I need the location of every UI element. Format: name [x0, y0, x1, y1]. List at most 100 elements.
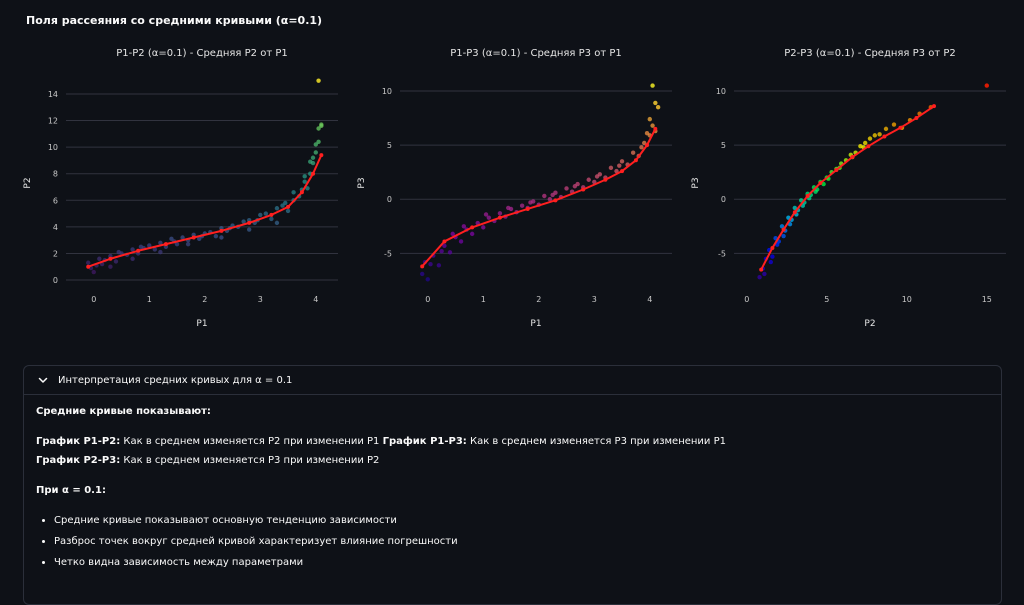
mean-point[interactable]	[882, 134, 887, 139]
scatter-point[interactable]	[450, 231, 455, 237]
scatter-point[interactable]	[241, 219, 246, 224]
scatter-point[interactable]	[528, 200, 533, 205]
scatter-point[interactable]	[757, 274, 762, 280]
mean-point[interactable]	[620, 169, 625, 174]
scatter-point[interactable]	[185, 241, 191, 247]
scatter-point[interactable]	[158, 240, 163, 246]
scatter-point[interactable]	[872, 133, 877, 138]
mean-point[interactable]	[759, 267, 764, 272]
mean-point[interactable]	[497, 215, 502, 220]
scatter-point[interactable]	[497, 211, 503, 216]
mean-point[interactable]	[286, 204, 291, 209]
mean-point[interactable]	[932, 104, 936, 109]
scatter-point[interactable]	[302, 179, 307, 184]
mean-point[interactable]	[420, 264, 425, 269]
mean-point[interactable]	[792, 210, 797, 215]
scatter-point[interactable]	[542, 193, 547, 199]
outlier-point[interactable]	[984, 83, 989, 88]
scatter-point[interactable]	[891, 122, 897, 127]
scatter-point[interactable]	[130, 256, 135, 261]
scatter-point[interactable]	[639, 145, 644, 150]
scatter-point[interactable]	[762, 271, 767, 277]
mean-point[interactable]	[299, 190, 304, 195]
scatter-point[interactable]	[130, 247, 135, 252]
scatter-point[interactable]	[308, 159, 313, 164]
scatter-point[interactable]	[319, 123, 324, 129]
scatter-point[interactable]	[630, 150, 636, 155]
mean-curve[interactable]	[421, 128, 657, 268]
mean-point[interactable]	[834, 168, 839, 173]
scatter-point[interactable]	[792, 205, 797, 211]
scatter-point[interactable]	[302, 174, 307, 179]
mean-point[interactable]	[914, 116, 919, 121]
mean-point[interactable]	[136, 248, 141, 253]
scatter-point[interactable]	[592, 179, 597, 185]
scatter-point[interactable]	[877, 132, 882, 137]
mean-point[interactable]	[247, 220, 252, 225]
mean-point[interactable]	[163, 242, 168, 247]
scatter-point[interactable]	[469, 231, 475, 237]
mean-point[interactable]	[581, 187, 586, 192]
scatter-point[interactable]	[169, 236, 174, 242]
mean-point[interactable]	[470, 225, 475, 230]
mean-point[interactable]	[633, 158, 638, 163]
scatter-point[interactable]	[147, 243, 152, 248]
scatter-point[interactable]	[813, 189, 818, 194]
scatter-point[interactable]	[263, 211, 269, 216]
scatter-point[interactable]	[246, 227, 252, 232]
mean-point[interactable]	[553, 198, 558, 203]
scatter-point[interactable]	[436, 263, 442, 268]
scatter-point[interactable]	[213, 233, 219, 239]
scatter-point[interactable]	[180, 235, 185, 240]
scatter-point[interactable]	[285, 208, 291, 214]
outlier-point[interactable]	[653, 100, 658, 106]
mean-point[interactable]	[850, 155, 855, 160]
scatter-point[interactable]	[428, 261, 433, 267]
mean-point[interactable]	[645, 143, 650, 148]
expander-header[interactable]: Интерпретация средних кривых для α = 0.1	[24, 366, 1001, 395]
mean-point[interactable]	[525, 206, 530, 211]
scatter-point[interactable]	[280, 203, 285, 208]
scatter-point[interactable]	[619, 159, 625, 164]
scatter-point[interactable]	[644, 131, 650, 136]
mean-point[interactable]	[603, 177, 608, 182]
scatter-point[interactable]	[506, 205, 511, 211]
scatter-point[interactable]	[269, 216, 274, 222]
scatter-point[interactable]	[594, 174, 600, 179]
mean-curve[interactable]	[87, 154, 323, 268]
scatter-point[interactable]	[108, 264, 113, 269]
mean-point[interactable]	[805, 193, 810, 198]
scatter-point[interactable]	[617, 163, 622, 168]
scatter-point[interactable]	[313, 150, 318, 155]
scatter-point[interactable]	[447, 250, 453, 255]
scatter-point[interactable]	[258, 212, 263, 218]
scatter-point[interactable]	[274, 220, 280, 226]
outlier-point[interactable]	[316, 78, 321, 83]
scatter-point[interactable]	[550, 192, 555, 198]
mean-point[interactable]	[108, 256, 113, 261]
scatter-point[interactable]	[564, 186, 569, 191]
scatter-point[interactable]	[219, 235, 224, 240]
scatter-point[interactable]	[425, 277, 430, 282]
outlier-point[interactable]	[650, 83, 655, 88]
scatter-point[interactable]	[116, 249, 121, 255]
scatter-point[interactable]	[158, 249, 163, 255]
mean-point[interactable]	[319, 153, 324, 158]
mean-point[interactable]	[781, 227, 786, 232]
scatter-point[interactable]	[650, 123, 655, 128]
scatter-point[interactable]	[883, 126, 889, 132]
mean-point[interactable]	[191, 235, 196, 240]
scatter-point[interactable]	[113, 259, 119, 264]
scatter-point[interactable]	[867, 136, 873, 141]
scatter-point[interactable]	[614, 168, 619, 174]
mean-point[interactable]	[898, 125, 903, 130]
scatter-point[interactable]	[310, 155, 316, 160]
scatter-point[interactable]	[138, 244, 144, 249]
mean-point[interactable]	[86, 264, 91, 269]
scatter-point[interactable]	[547, 197, 553, 202]
mean-curve[interactable]	[760, 105, 935, 271]
scatter-point[interactable]	[821, 181, 826, 187]
chart-p1-p2[interactable]: P1-P2 (α=0.1) - Средняя P2 от P1 0 2 4 6 8 10 1…	[12, 40, 348, 340]
scatter-point[interactable]	[174, 241, 180, 247]
scatter-point[interactable]	[586, 177, 591, 182]
